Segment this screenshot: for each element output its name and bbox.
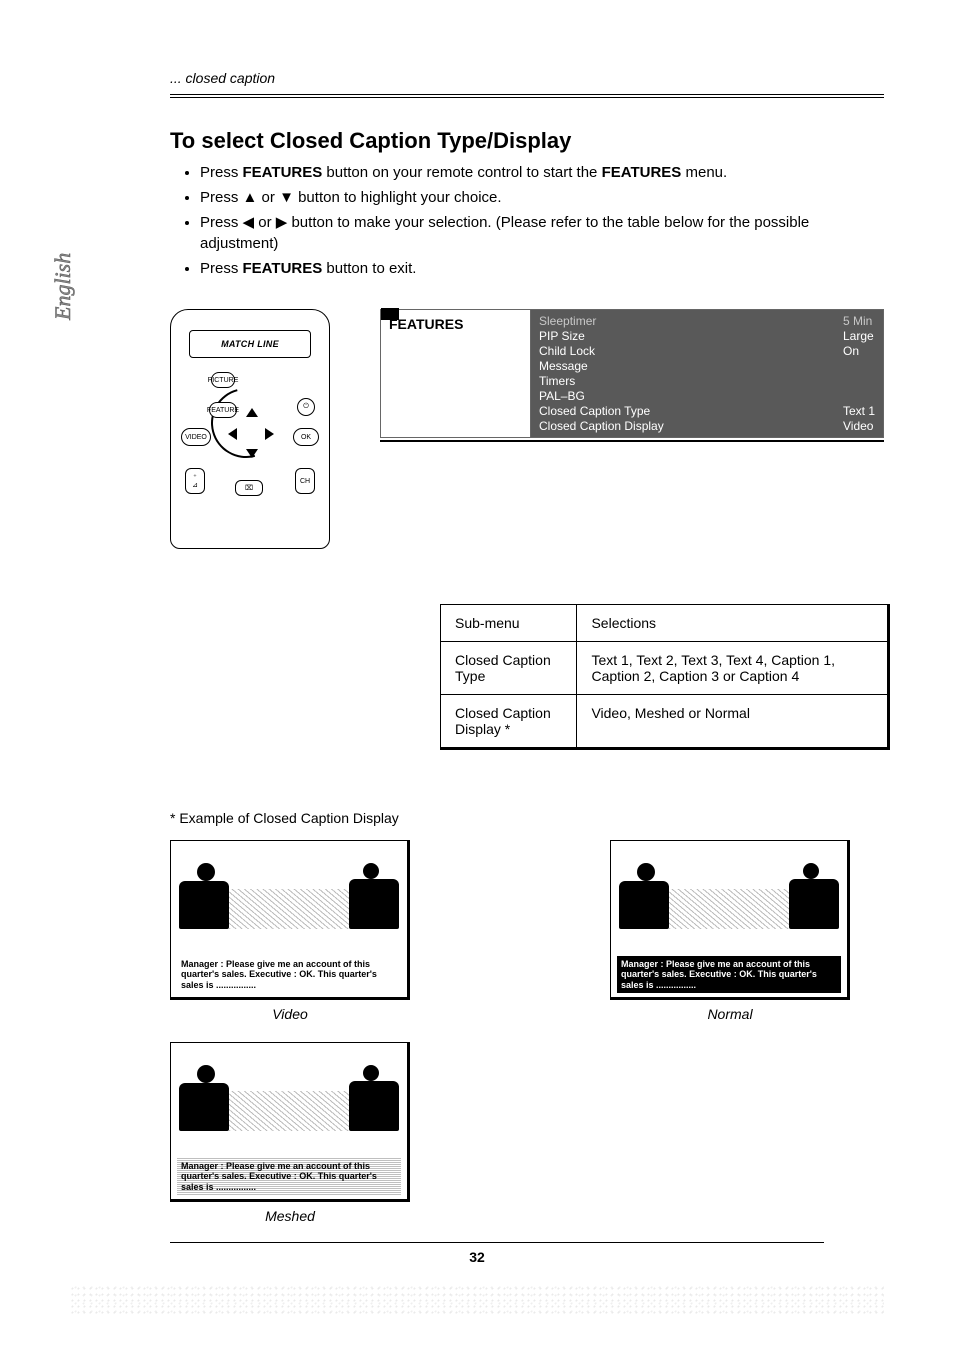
example-heading: * Example of Closed Caption Display	[170, 810, 884, 826]
person-icon	[197, 1065, 215, 1083]
selections-table: Sub-menu Selections Closed Caption Type …	[440, 604, 890, 750]
picture-button: PICTURE	[211, 372, 235, 388]
osd-title: FEATURES	[380, 309, 530, 438]
osd-item-label: Sleeptimer	[539, 314, 833, 328]
vol-button: ⁺⊿	[185, 468, 205, 494]
scan-noise	[70, 1285, 884, 1315]
osd-item-value: On	[843, 344, 875, 358]
osd-item-value	[843, 374, 875, 388]
examples-grid: Manager : Please give me an account of t…	[170, 840, 884, 1224]
video-button: VIDEO	[181, 428, 211, 446]
caption-overlay: Manager : Please give me an account of t…	[617, 956, 841, 993]
instruction-item: Press ◀ or ▶ button to make your selecti…	[200, 212, 884, 254]
dpad-down-icon	[246, 449, 258, 458]
table-cell: Video, Meshed or Normal	[577, 695, 889, 749]
remote-brand: MATCH LINE	[189, 330, 311, 358]
dpad-left-icon	[228, 428, 237, 440]
manual-page: English ... closed caption To select Clo…	[0, 0, 954, 1355]
osd-item-label: Child Lock	[539, 344, 833, 358]
dpad-right-icon	[265, 428, 274, 440]
remote-illustration: MATCH LINE PICTURE FEATURE VIDEO OK ⏻ ⁺⊿…	[170, 309, 330, 549]
ok-button: OK	[293, 428, 319, 446]
caption-overlay: Manager : Please give me an account of t…	[177, 1158, 401, 1195]
example-normal: Manager : Please give me an account of t…	[610, 840, 850, 1022]
caption-overlay: Manager : Please give me an account of t…	[177, 956, 401, 993]
scene-table-icon	[229, 889, 349, 929]
language-tab: English	[50, 253, 76, 320]
person-icon	[363, 863, 379, 879]
table-cell: Text 1, Text 2, Text 3, Text 4, Caption …	[577, 642, 889, 695]
page-title: To select Closed Caption Type/Display	[170, 128, 884, 154]
osd-item-label: PIP Size	[539, 329, 833, 343]
instruction-item: Press FEATURES button to exit.	[200, 258, 884, 279]
footer-rule	[170, 1242, 824, 1243]
person-icon	[197, 863, 215, 881]
features-button-ref: FEATURES	[243, 164, 323, 181]
example-meshed: Manager : Please give me an account of t…	[170, 1042, 410, 1224]
example-label: Normal	[610, 1006, 850, 1022]
osd-item-value: Text 1	[843, 404, 875, 418]
left-arrow-icon: ◀	[243, 214, 255, 231]
scene-table-icon	[669, 889, 789, 929]
ch-button: CH	[295, 468, 315, 494]
table-row: Closed Caption Type Text 1, Text 2, Text…	[441, 642, 889, 695]
person-icon	[363, 1065, 379, 1081]
osd-item-value: Video	[843, 419, 875, 433]
osd-item-label: Timers	[539, 374, 833, 388]
osd-item-value: Large	[843, 329, 875, 343]
tv-frame: Manager : Please give me an account of t…	[170, 1042, 410, 1202]
down-arrow-icon: ▼	[279, 189, 294, 206]
remote-and-osd-row: MATCH LINE PICTURE FEATURE VIDEO OK ⏻ ⁺⊿…	[170, 309, 884, 549]
osd-item-value	[843, 359, 875, 373]
table-row: Sub-menu Selections	[441, 605, 889, 642]
osd-item-label: PAL–BG	[539, 389, 833, 403]
example-label: Meshed	[170, 1208, 410, 1224]
person-icon	[179, 881, 229, 929]
tv-frame: Manager : Please give me an account of t…	[610, 840, 850, 1000]
example-label: Video	[170, 1006, 410, 1022]
instructions-list: Press FEATURES button on your remote con…	[170, 162, 884, 279]
instruction-item: Press FEATURES button on your remote con…	[200, 162, 884, 183]
example-video: Manager : Please give me an account of t…	[170, 840, 410, 1022]
table-cell: Closed Caption Display *	[441, 695, 577, 749]
up-arrow-icon: ▲	[243, 189, 258, 206]
tv-frame: Manager : Please give me an account of t…	[170, 840, 410, 1000]
person-icon	[803, 863, 819, 879]
person-icon	[789, 879, 839, 929]
power-button: ⏻	[297, 398, 315, 416]
table-cell: Closed Caption Type	[441, 642, 577, 695]
osd-item-label: Closed Caption Display	[539, 419, 833, 433]
features-button-ref: FEATURES	[243, 260, 323, 277]
features-button-ref: FEATURES	[602, 164, 682, 181]
osd-item-value	[843, 389, 875, 403]
scene-table-icon	[229, 1091, 349, 1131]
mute-button: ⌧	[235, 480, 263, 496]
dpad	[226, 408, 276, 458]
person-icon	[349, 879, 399, 929]
table-header: Selections	[577, 605, 889, 642]
person-icon	[619, 881, 669, 929]
table-header: Sub-menu	[441, 605, 577, 642]
instruction-item: Press ▲ or ▼ button to highlight your ch…	[200, 187, 884, 208]
header-rule	[170, 94, 884, 98]
right-arrow-icon: ▶	[276, 214, 288, 231]
person-icon	[637, 863, 655, 881]
page-number: 32	[70, 1249, 884, 1265]
person-icon	[349, 1081, 399, 1131]
osd-item-label: Message	[539, 359, 833, 373]
osd-item-value: 5 Min	[843, 314, 875, 328]
breadcrumb: ... closed caption	[170, 70, 884, 86]
table-row: Closed Caption Display * Video, Meshed o…	[441, 695, 889, 749]
osd-menu: Sleeptimer 5 Min PIP Size Large Child Lock…	[530, 309, 884, 438]
dpad-up-icon	[246, 408, 258, 417]
person-icon	[179, 1083, 229, 1131]
osd-item-label: Closed Caption Type	[539, 404, 833, 418]
osd-panel: FEATURES Sleeptimer 5 Min PIP Size Large C…	[380, 309, 884, 442]
